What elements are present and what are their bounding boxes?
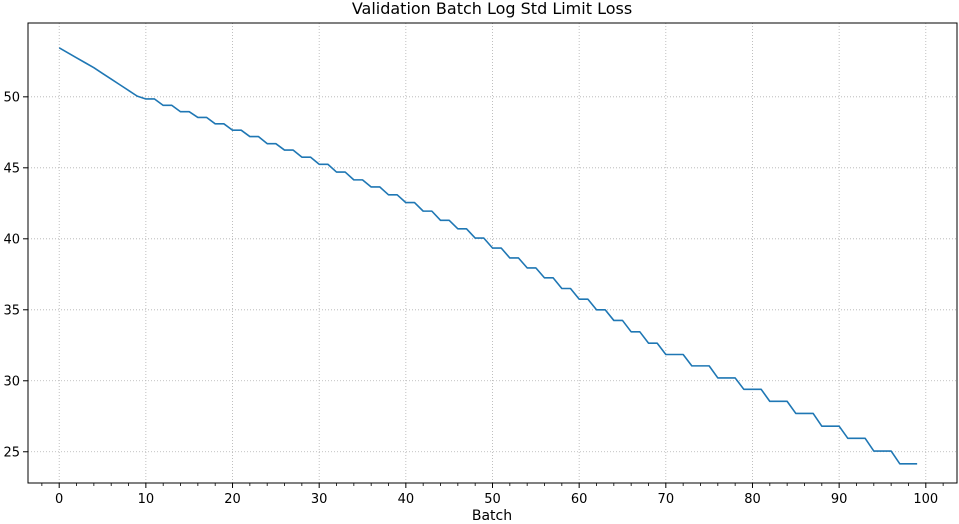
x-tick-label: 30 xyxy=(311,492,328,507)
x-tick-label: 100 xyxy=(913,492,938,507)
series-line xyxy=(58,47,918,465)
x-tick-label: 0 xyxy=(55,492,63,507)
grid xyxy=(28,23,957,483)
y-tick-label: 35 xyxy=(3,303,20,318)
y-tick-label: 40 xyxy=(3,232,20,247)
x-tick-label: 20 xyxy=(224,492,241,507)
x-tick-label: 60 xyxy=(571,492,588,507)
x-axis: 0 10 20 30 40 50 60 70 80 90 100 xyxy=(41,483,944,507)
y-tick-label: 50 xyxy=(3,90,20,105)
y-tick-label: 30 xyxy=(3,374,20,389)
x-tick-label: 80 xyxy=(744,492,761,507)
y-axis: 25 30 35 40 45 50 xyxy=(3,90,28,460)
x-tick-label: 70 xyxy=(658,492,675,507)
x-tick-label: 10 xyxy=(138,492,155,507)
chart-title: Validation Batch Log Std Limit Loss xyxy=(352,0,632,18)
x-axis-label: Batch xyxy=(472,508,512,524)
y-tick-label: 45 xyxy=(3,161,20,176)
series-group xyxy=(58,47,918,465)
x-tick-label: 90 xyxy=(831,492,848,507)
y-tick-label: 25 xyxy=(3,445,20,460)
x-tick-label: 40 xyxy=(398,492,415,507)
x-tick-label: 50 xyxy=(484,492,501,507)
